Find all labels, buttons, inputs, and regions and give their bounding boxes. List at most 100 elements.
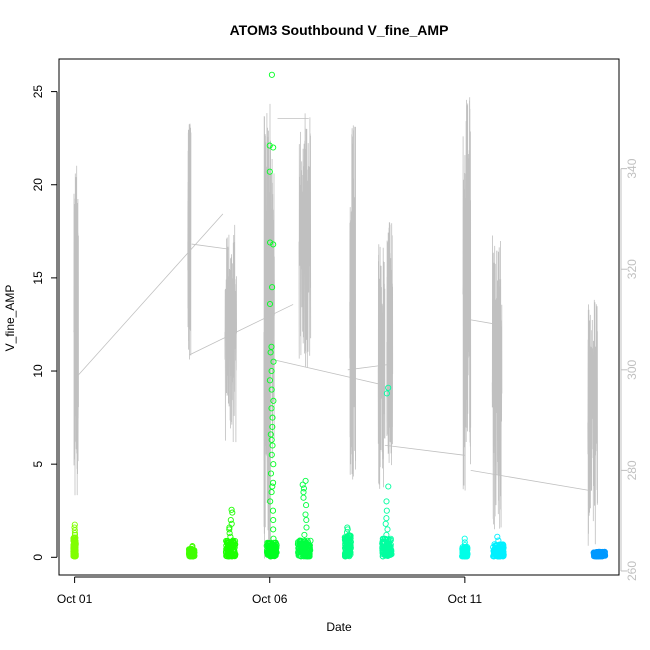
y2-axis: 260 280 300 320 340 xyxy=(620,158,639,581)
data-point xyxy=(300,494,307,501)
data-point xyxy=(383,498,390,505)
data-point xyxy=(227,533,234,540)
data-point xyxy=(343,529,351,536)
data-point xyxy=(298,537,305,544)
data-point xyxy=(498,552,506,559)
y-tick-label: 10 xyxy=(31,364,45,378)
data-point xyxy=(384,552,392,559)
data-point xyxy=(267,470,275,477)
y2-tick-label: 320 xyxy=(625,259,639,279)
scatter-points xyxy=(70,71,609,560)
x-tick-label: Oct 01 xyxy=(57,592,93,606)
data-point xyxy=(268,343,275,350)
data-point xyxy=(71,531,79,538)
data-point xyxy=(347,538,354,545)
data-point xyxy=(268,451,275,458)
data-point xyxy=(268,489,275,496)
data-point xyxy=(227,516,234,524)
data-point xyxy=(594,552,601,559)
data-point xyxy=(599,549,606,556)
data-point xyxy=(385,542,392,549)
right-series-burst xyxy=(187,123,192,360)
data-point xyxy=(70,552,77,559)
data-point xyxy=(270,358,277,365)
data-point xyxy=(344,524,351,531)
data-point xyxy=(301,552,308,559)
data-point xyxy=(303,524,310,531)
data-point xyxy=(268,71,275,78)
y2-tick-label: 280 xyxy=(625,460,639,480)
data-point xyxy=(264,539,271,546)
data-point xyxy=(461,539,468,546)
y-axis: 0 5 10 15 20 25 xyxy=(31,85,58,561)
data-point xyxy=(269,483,276,490)
right-series-connector xyxy=(468,319,499,325)
data-point xyxy=(304,541,311,548)
data-point xyxy=(268,405,275,412)
data-point xyxy=(461,542,468,549)
data-point xyxy=(225,548,232,555)
data-point xyxy=(383,507,390,514)
data-point xyxy=(264,542,271,549)
plot-frame xyxy=(58,58,620,576)
y-axis-label: V_fine_AMP xyxy=(3,285,17,352)
right-series-burst xyxy=(386,222,394,466)
data-point xyxy=(269,284,276,291)
data-point xyxy=(302,477,309,484)
chart-title: ATOM3 Southbound V_fine_AMP xyxy=(230,22,449,38)
data-point xyxy=(300,485,307,492)
x-axis-label: Date xyxy=(326,620,352,634)
right-series-connector xyxy=(470,469,590,491)
data-point xyxy=(306,549,313,556)
data-point xyxy=(228,545,235,552)
data-point xyxy=(270,551,277,558)
data-point xyxy=(266,300,274,308)
right-series-connector xyxy=(384,444,465,456)
data-point xyxy=(71,521,78,528)
right-series-burst xyxy=(298,113,312,368)
y-tick-label: 5 xyxy=(31,461,45,468)
right-series-connector xyxy=(273,359,383,386)
data-point xyxy=(495,537,502,544)
data-point xyxy=(269,552,276,559)
data-point xyxy=(297,549,304,556)
data-point xyxy=(383,531,390,538)
right-series-connector xyxy=(191,243,229,250)
data-point xyxy=(228,506,235,513)
data-point xyxy=(266,168,273,175)
data-point xyxy=(270,516,277,524)
y-tick-label: 20 xyxy=(31,178,45,192)
data-point xyxy=(490,544,497,551)
data-point xyxy=(460,552,467,559)
data-point xyxy=(303,502,310,509)
data-point xyxy=(385,483,392,490)
data-point xyxy=(383,390,390,397)
data-point xyxy=(346,548,353,555)
data-point xyxy=(494,533,501,540)
data-point xyxy=(383,551,390,558)
data-point xyxy=(270,144,277,151)
data-point xyxy=(71,524,78,531)
data-point xyxy=(342,537,349,544)
right-series-connector xyxy=(189,304,294,356)
data-point xyxy=(301,531,308,538)
data-point xyxy=(343,543,350,550)
y2-tick-label: 260 xyxy=(625,561,639,581)
data-point xyxy=(462,546,469,553)
data-point xyxy=(347,549,354,556)
data-point xyxy=(384,526,391,533)
data-point xyxy=(385,384,392,391)
data-point xyxy=(303,516,310,524)
y-tick-label: 15 xyxy=(31,271,45,285)
data-point xyxy=(267,498,274,505)
data-point xyxy=(268,367,275,375)
data-point xyxy=(299,481,306,488)
data-point xyxy=(270,535,277,542)
data-point xyxy=(270,526,277,533)
data-point xyxy=(266,377,273,384)
right-series-connector xyxy=(347,364,387,371)
data-point xyxy=(229,509,236,516)
right-axis-series xyxy=(73,97,598,560)
data-point xyxy=(269,442,276,449)
